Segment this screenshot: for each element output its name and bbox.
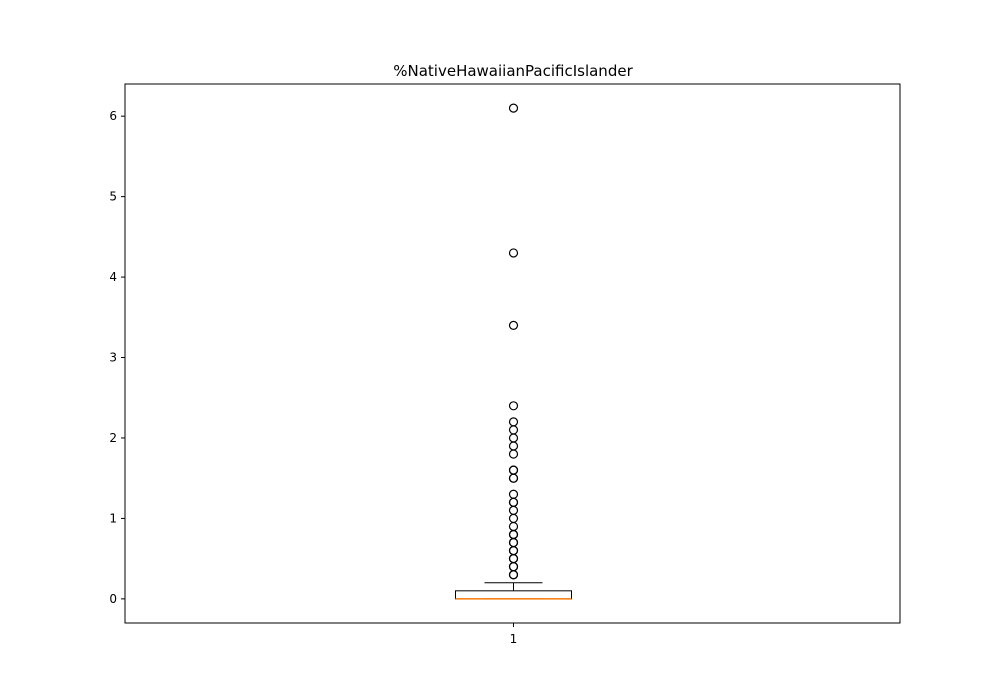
outlier-point xyxy=(508,433,519,443)
outlier-point xyxy=(508,537,519,548)
outlier-point xyxy=(508,521,519,532)
y-tick-label: 2 xyxy=(109,431,117,445)
outlier-point xyxy=(508,529,519,540)
outlier-point xyxy=(508,417,519,427)
plot-area-frame xyxy=(124,83,901,624)
chart-title: %NativeHawaiianPacificIslander xyxy=(393,62,633,80)
outlier-point xyxy=(508,401,519,411)
x-tick-label: 1 xyxy=(510,632,518,646)
y-tick-label: 1 xyxy=(109,511,117,525)
outlier-point xyxy=(508,489,519,499)
outlier-point xyxy=(508,425,519,435)
y-tick-label: 3 xyxy=(109,351,117,365)
outlier-point xyxy=(508,497,519,507)
outlier-point xyxy=(508,320,519,330)
outlier-point xyxy=(508,473,519,483)
outlier-point xyxy=(508,562,519,572)
x-axis: 1 xyxy=(510,623,518,646)
box-plot xyxy=(455,582,572,600)
outliers xyxy=(508,103,519,580)
outlier-point xyxy=(508,570,519,580)
outlier-point xyxy=(508,554,519,564)
y-tick-label: 0 xyxy=(109,592,117,606)
box-iqr xyxy=(455,590,572,600)
y-tick-label: 5 xyxy=(109,190,117,204)
outlier-point xyxy=(508,441,519,451)
outlier-point xyxy=(508,449,519,459)
outlier-point xyxy=(508,545,519,556)
outlier-point xyxy=(508,505,519,515)
outlier-point xyxy=(508,513,519,524)
outlier-point xyxy=(508,248,519,258)
y-tick-label: 4 xyxy=(109,270,117,284)
y-tick-label: 6 xyxy=(109,109,117,123)
outlier-point xyxy=(508,465,519,475)
y-axis: 0 1 2 3 4 5 6 xyxy=(109,109,125,606)
outlier-point xyxy=(508,103,519,113)
